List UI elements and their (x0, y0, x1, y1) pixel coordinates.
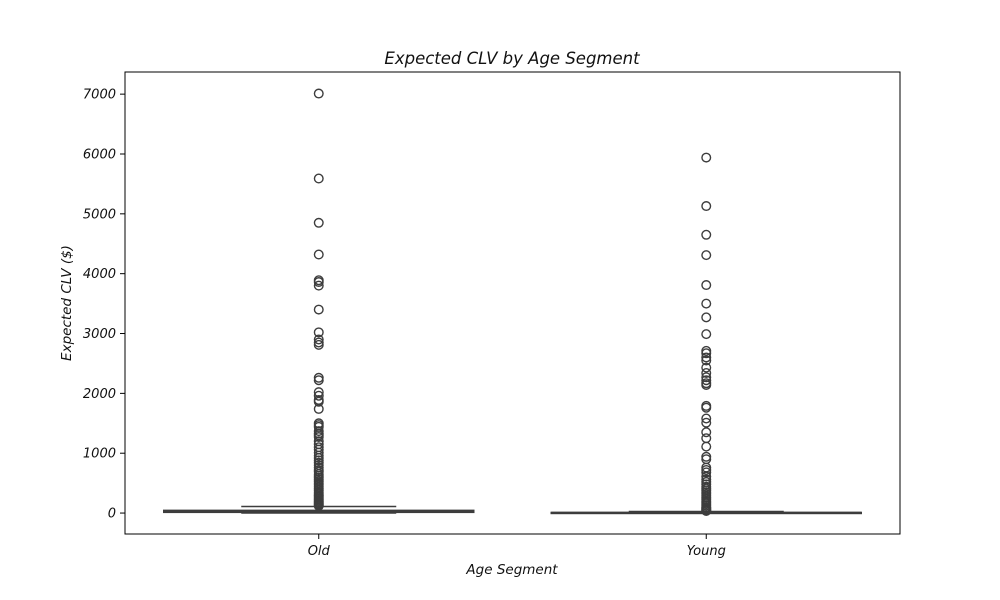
outlier-point (313, 447, 324, 458)
outlier-point (313, 396, 324, 407)
outlier-point (313, 334, 324, 345)
outlier-point (701, 372, 712, 383)
outlier-point (701, 375, 712, 386)
outlier-point (701, 379, 712, 390)
outlier-point (701, 413, 712, 424)
outlier-point (701, 201, 712, 212)
outlier-point (313, 327, 324, 338)
y-tick-label: 0 (108, 507, 116, 522)
plot-area (163, 88, 862, 516)
x-axis-label: Age Segment (465, 562, 558, 578)
outlier-point (313, 280, 324, 291)
outlier-point (701, 467, 712, 478)
y-axis-label: Expected CLV ($) (59, 245, 75, 361)
x-tick-label: Old (308, 544, 331, 559)
box-old (163, 88, 475, 514)
y-tick-label: 1000 (83, 447, 116, 462)
outlier-point (313, 217, 324, 228)
axes-frame (124, 71, 901, 535)
y-tick-label: 3000 (83, 327, 116, 342)
outlier-point (313, 249, 324, 260)
outlier-point (313, 387, 324, 398)
x-axis: Old Young (308, 534, 726, 559)
y-axis: 0 1000 2000 3000 4000 5000 6000 7000 (83, 88, 125, 522)
outlier-point (701, 312, 712, 323)
outlier-point (313, 375, 324, 386)
outlier-point (701, 348, 712, 359)
outlier-point (313, 339, 324, 350)
y-tick-label: 7000 (83, 88, 116, 103)
outlier-point (701, 152, 712, 163)
outlier-point (313, 304, 324, 315)
outlier-point (313, 432, 324, 443)
outlier-point (701, 417, 712, 428)
outlier-point (701, 441, 712, 452)
y-tick-label: 2000 (83, 387, 116, 402)
outlier-point (701, 229, 712, 240)
outlier-point (701, 329, 712, 340)
outlier-point (701, 352, 712, 363)
outlier-point (313, 500, 324, 511)
outlier-point (313, 88, 324, 99)
outlier-point (701, 471, 712, 482)
outlier-point (313, 173, 324, 184)
y-tick-label: 5000 (83, 207, 116, 222)
y-tick-label: 4000 (83, 267, 116, 282)
x-tick-label: Young (687, 544, 726, 559)
outlier-point (313, 277, 324, 288)
outlier-point (701, 368, 712, 379)
box-young (550, 152, 862, 516)
outlier-point (313, 390, 324, 401)
outlier-point (701, 355, 712, 366)
outlier-point (701, 505, 712, 516)
y-tick-label: 6000 (83, 147, 116, 162)
chart-title: Expected CLV by Age Segment (384, 49, 640, 68)
outlier-point (701, 298, 712, 309)
outlier-point (701, 280, 712, 291)
outlier-point (701, 427, 712, 438)
outlier-point (313, 403, 324, 414)
outlier-point (701, 250, 712, 261)
outlier-point (701, 362, 712, 373)
outlier-point (701, 402, 712, 413)
